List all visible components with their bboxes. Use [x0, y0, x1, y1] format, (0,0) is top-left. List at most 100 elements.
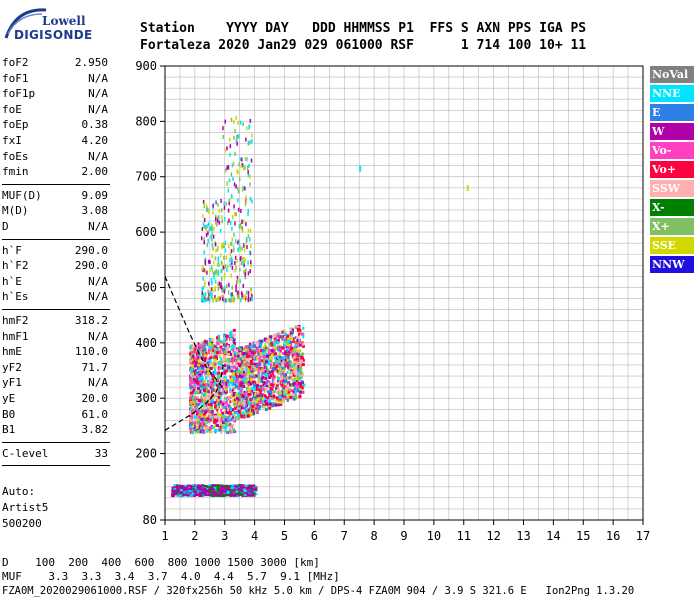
param-separator — [2, 309, 110, 310]
echo-point — [203, 283, 206, 288]
echo-point — [272, 364, 276, 368]
echo-point — [217, 202, 219, 207]
echo-point — [182, 491, 186, 494]
echo-point — [198, 489, 202, 492]
echo-point — [224, 378, 227, 382]
echo-point — [189, 424, 192, 428]
echo-point — [216, 298, 218, 303]
echo-point — [231, 388, 234, 392]
echo-point — [234, 494, 238, 497]
echo-point — [235, 138, 238, 143]
echo-point — [299, 368, 303, 372]
echo-point — [228, 410, 232, 414]
echo-point — [212, 297, 214, 302]
echo-point — [258, 385, 261, 389]
echo-point — [224, 390, 228, 394]
echo-point — [236, 141, 238, 146]
echo-point — [255, 398, 259, 402]
echo-point — [223, 376, 227, 380]
echo-point — [223, 397, 226, 401]
param-row: yF2 71.7 — [2, 361, 108, 377]
legend-item-ssw: SSW — [650, 180, 694, 197]
echo-point — [227, 487, 231, 490]
echo-point — [222, 359, 226, 363]
echo-point — [252, 399, 255, 403]
echo-point — [229, 137, 231, 142]
echo-point — [220, 357, 223, 361]
echo-point — [215, 401, 219, 405]
echo-point — [211, 345, 215, 349]
echo-point — [189, 400, 192, 404]
echo-point — [201, 392, 204, 396]
echo-point — [267, 337, 271, 341]
echo-point — [208, 400, 211, 404]
echo-point — [277, 332, 280, 336]
echo-point — [286, 363, 289, 367]
y-tick-label: 500 — [135, 280, 157, 294]
echo-point — [286, 370, 289, 374]
echo-point — [259, 397, 262, 401]
echo-point — [189, 385, 193, 389]
echo-point — [190, 391, 194, 395]
echo-point — [189, 359, 192, 363]
echo-point — [246, 355, 250, 359]
echo-point — [221, 294, 223, 299]
echo-point — [247, 387, 251, 391]
echo-point — [277, 356, 280, 360]
param-value: N/A — [88, 329, 108, 343]
echo-point — [209, 426, 213, 430]
echo-point — [236, 357, 240, 361]
echo-point — [235, 484, 239, 487]
echo-point — [264, 399, 267, 403]
echo-point — [232, 176, 234, 181]
echo-point — [262, 383, 265, 387]
echo-point — [202, 292, 205, 297]
echo-point — [233, 135, 235, 140]
echo-point — [203, 250, 206, 255]
echo-point — [211, 491, 215, 494]
echo-point — [224, 405, 227, 409]
echo-point — [206, 401, 209, 405]
echo-point — [253, 344, 257, 348]
echo-point — [238, 403, 242, 407]
echo-point — [252, 341, 255, 345]
echo-point — [276, 345, 280, 349]
echo-point — [257, 400, 261, 404]
echo-point — [211, 374, 215, 378]
echo-point — [231, 260, 233, 265]
echo-point — [220, 260, 223, 265]
echo-point — [175, 484, 179, 487]
echo-point — [205, 227, 208, 232]
echo-point — [221, 245, 224, 250]
echo-point — [229, 221, 232, 226]
echo-point — [236, 368, 239, 372]
echo-point — [287, 365, 290, 369]
echo-point — [221, 421, 225, 425]
echo-point — [230, 415, 233, 419]
echo-point — [192, 403, 196, 407]
echo-point — [238, 489, 242, 492]
echo-point — [207, 289, 209, 294]
y-tick-label: 700 — [135, 170, 157, 184]
echo-point — [288, 375, 292, 379]
echo-point — [290, 389, 294, 393]
param-value: 61.0 — [81, 407, 109, 421]
echo-point — [289, 331, 292, 335]
echo-point — [291, 328, 294, 332]
echo-point — [204, 408, 207, 412]
echo-point — [242, 354, 245, 358]
echo-point — [298, 395, 301, 399]
echo-point — [258, 339, 261, 343]
echo-point — [214, 345, 217, 349]
echo-point — [246, 403, 249, 407]
echo-point — [247, 294, 250, 299]
echo-point — [235, 115, 237, 120]
param-name: hmF1 — [2, 329, 29, 343]
echo-point — [217, 296, 219, 301]
echo-point — [203, 368, 207, 372]
echo-point — [277, 339, 280, 343]
echo-point — [216, 218, 219, 223]
echo-point — [241, 293, 244, 298]
echo-point — [220, 415, 223, 419]
echo-point — [262, 405, 266, 409]
